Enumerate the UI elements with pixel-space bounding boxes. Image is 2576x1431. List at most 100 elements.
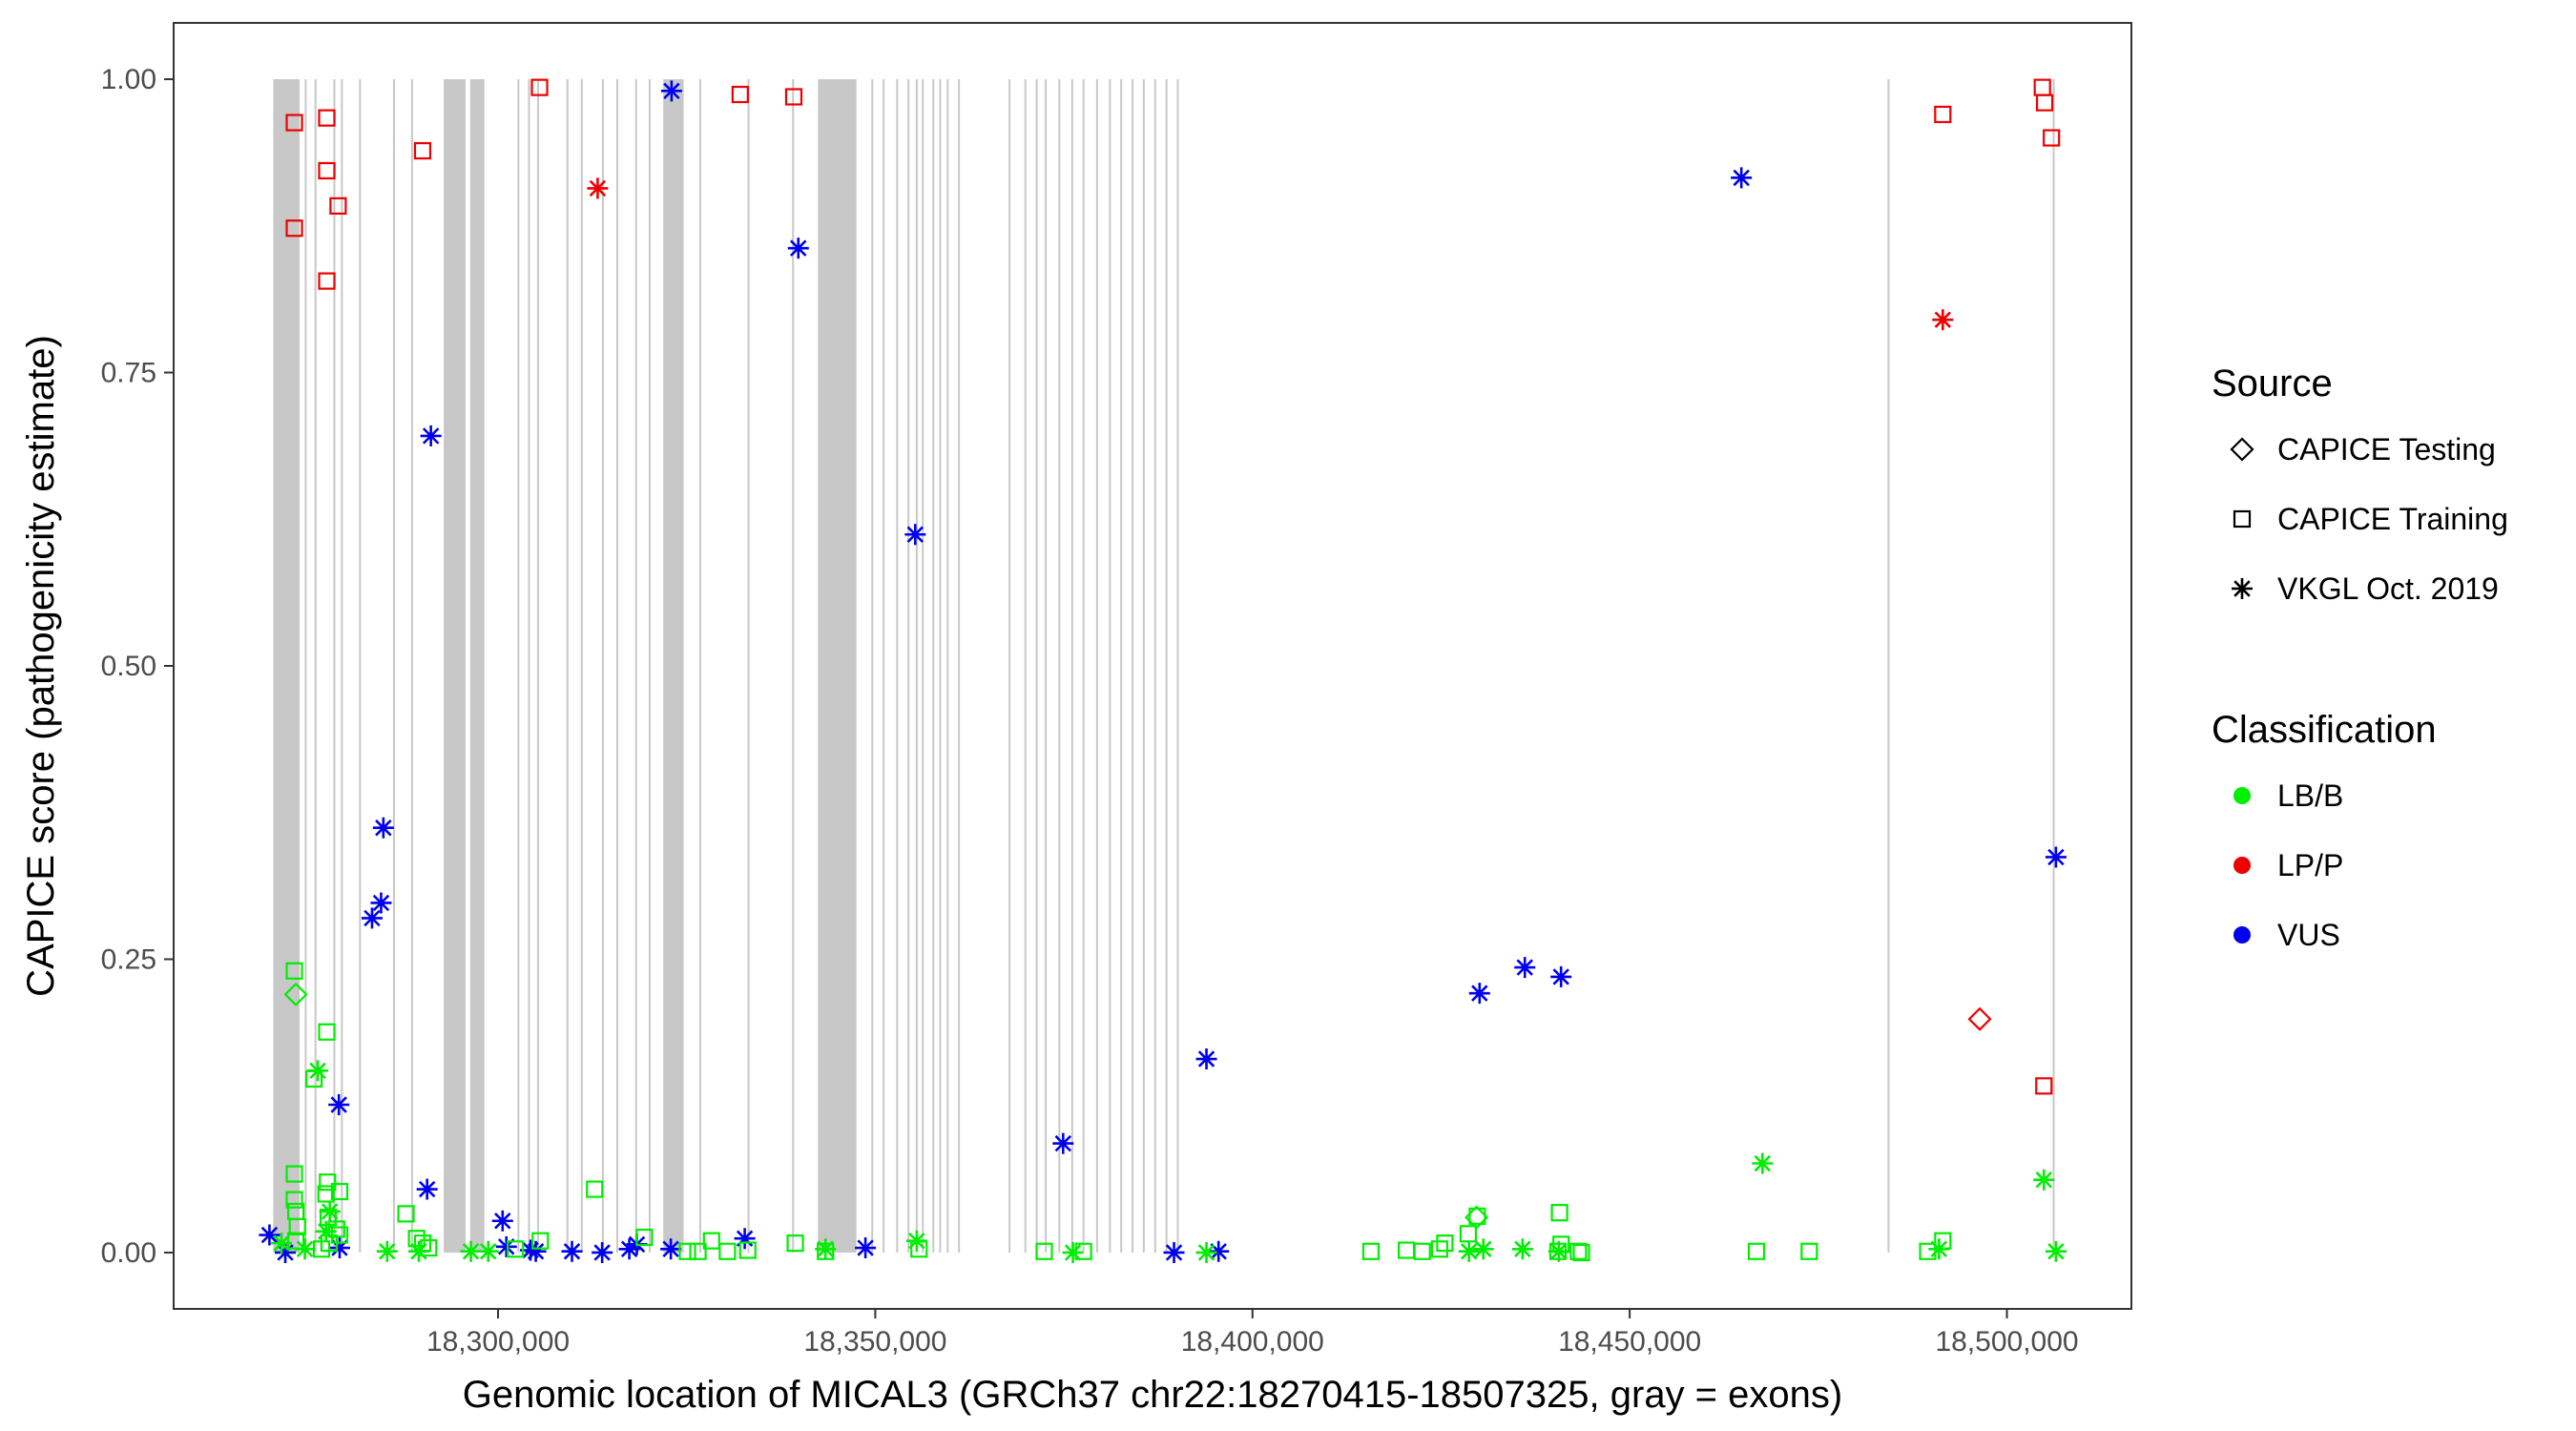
data-point (1731, 167, 1753, 189)
data-point (1550, 965, 1572, 987)
legend-class-label: LP/P (2277, 848, 2343, 882)
exon-line (634, 79, 637, 1253)
exon-line (392, 79, 395, 1253)
data-point (635, 1228, 654, 1247)
data-point (307, 1060, 329, 1082)
exon-line (536, 79, 539, 1253)
data-point (271, 1233, 293, 1255)
x-axis-title: Genomic location of MICAL3 (GRCh37 chr22… (463, 1374, 1842, 1416)
exon-layer (273, 79, 2055, 1253)
data-point (318, 272, 336, 290)
data-point (413, 141, 432, 160)
legend-source-item: VKGL Oct. 2019 (2232, 571, 2499, 606)
data-point (2035, 1077, 2053, 1095)
data-point (718, 1242, 737, 1260)
data-point (1511, 1238, 1533, 1260)
data-point (285, 114, 303, 132)
data-point (319, 1200, 341, 1222)
legend-source-title: Source (2212, 363, 2333, 404)
exon-line (314, 79, 317, 1253)
data-point (283, 982, 308, 1006)
data-point (1569, 1242, 1588, 1260)
exon-line (939, 79, 942, 1253)
data-point (370, 892, 392, 914)
legend-square-key (2233, 509, 2252, 529)
exon-line (1142, 79, 1145, 1253)
data-point (678, 1242, 696, 1260)
exon-line (915, 79, 918, 1253)
y-axis-title: CAPICE score (pathogenicity estimate) (20, 335, 62, 997)
exon-line (907, 79, 910, 1253)
data-point (905, 1230, 927, 1252)
exon-band (273, 79, 301, 1253)
data-point (318, 1023, 336, 1041)
data-point (2045, 1240, 2067, 1262)
y-tick-label: 0.00 (101, 1237, 156, 1269)
data-point (731, 85, 749, 104)
legend-source-item: CAPICE Testing (2230, 432, 2496, 467)
x-tick-label: 18,500,000 (1935, 1326, 2078, 1358)
data-point (784, 88, 803, 106)
exon-line (566, 79, 569, 1253)
exon-line (747, 79, 750, 1253)
y-tick-label: 1.00 (101, 64, 156, 95)
data-point (361, 907, 383, 929)
data-point (317, 1185, 335, 1203)
data-point (592, 1241, 613, 1263)
data-point (1361, 1242, 1381, 1260)
x-tick-label: 18,450,000 (1558, 1326, 1701, 1358)
data-point (275, 1241, 297, 1263)
exon-line (1082, 79, 1085, 1253)
data-point (1195, 1048, 1217, 1070)
data-point (376, 1240, 398, 1262)
legend-class-item: LP/P (2233, 848, 2343, 882)
exon-line (792, 79, 795, 1253)
legend-source-label: CAPICE Training (2277, 502, 2508, 536)
exon-line (922, 79, 924, 1253)
data-point (495, 1235, 517, 1257)
exon-line (304, 79, 307, 1253)
data-point (1932, 309, 1954, 331)
legend-source-item: CAPICE Training (2233, 502, 2508, 536)
exon-line (1109, 79, 1111, 1253)
data-point (319, 1173, 337, 1192)
data-point (734, 1228, 756, 1250)
data-point (1195, 1241, 1217, 1263)
legend-diamond-key (2230, 437, 2254, 462)
exon-line (698, 79, 701, 1253)
legend-dot-key (2233, 787, 2251, 804)
exon-line (1095, 79, 1098, 1253)
legend-class-item: LB/B (2233, 778, 2343, 813)
data-point (1458, 1240, 1480, 1262)
series-capice-training-lp-p (285, 78, 2061, 1095)
exon-line (1070, 79, 1073, 1253)
series-capice-testing-lb-b (283, 982, 1489, 1230)
exon-line (580, 79, 583, 1253)
data-point (1747, 1242, 1766, 1260)
data-point (1436, 1234, 1454, 1253)
legend-class-label: VUS (2277, 918, 2340, 952)
data-point (855, 1237, 877, 1259)
exon-line (932, 79, 935, 1253)
data-point (328, 1093, 350, 1115)
data-point (294, 1238, 316, 1260)
data-point (416, 1178, 438, 1200)
exon-line (359, 79, 362, 1253)
data-point (702, 1232, 720, 1250)
data-point (815, 1238, 837, 1260)
data-point (477, 1240, 499, 1262)
legend-source-label: CAPICE Testing (2277, 432, 2496, 467)
legend: Source Classification CAPICE Testing CAPI… (2212, 363, 2508, 952)
axis-layer: 18,300,000 18,350,000 18,400,000 18,450,000… (101, 64, 2079, 1358)
data-point (1752, 1152, 1774, 1174)
data-point (318, 109, 336, 127)
data-point (285, 1165, 303, 1183)
data-point (1052, 1132, 1074, 1154)
exon-line (1887, 79, 1890, 1253)
series-capice-testing-lp-p (1967, 1006, 1992, 1031)
legend-dot-key (2233, 926, 2251, 944)
data-point (786, 1234, 804, 1253)
